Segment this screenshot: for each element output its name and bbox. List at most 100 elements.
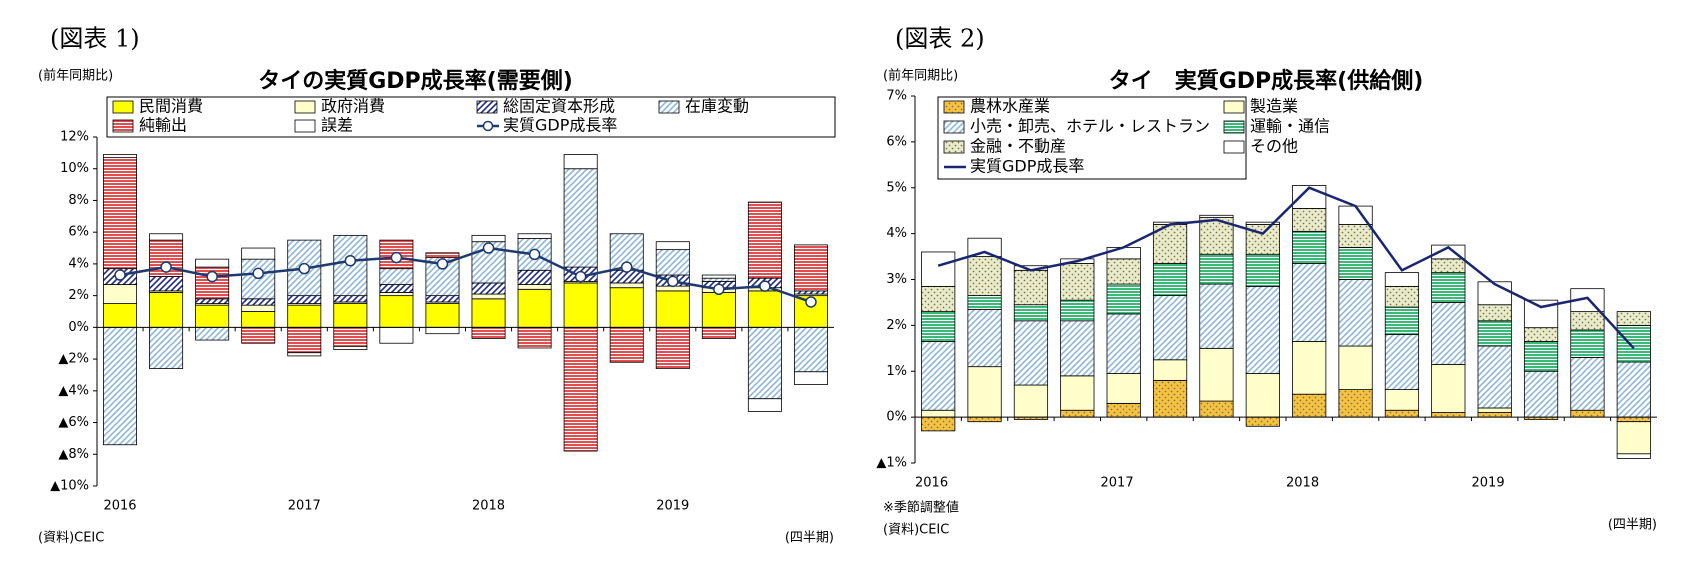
legend-label: 実質GDP成長率 — [970, 157, 1084, 176]
bar-segment — [1477, 412, 1512, 418]
bar-segment — [149, 276, 184, 292]
bar-segment — [333, 326, 368, 347]
source: (資料)CEIC — [883, 523, 949, 538]
bar-segment — [793, 244, 828, 292]
bar-segment — [967, 308, 1002, 368]
bar-segment — [195, 298, 230, 304]
legend-swatch — [943, 140, 965, 154]
bar-segment — [701, 274, 736, 279]
y-tick-label: 5% — [886, 180, 907, 195]
legend-swatch — [476, 100, 498, 114]
bar-segment — [1431, 412, 1466, 418]
bar-segment — [1616, 453, 1651, 459]
bar-segment — [1245, 253, 1280, 287]
legend-swatch — [294, 100, 316, 114]
bar-segment — [1013, 269, 1049, 306]
line — [119, 246, 812, 304]
bar-segment — [517, 284, 552, 290]
legend-swatch — [1223, 100, 1245, 114]
line-marker — [206, 270, 218, 283]
source: (資料)CEIC — [38, 531, 104, 546]
bar-segment — [1616, 324, 1651, 363]
bar-segment — [747, 201, 782, 279]
bar-segment — [333, 295, 368, 303]
bar-segment — [563, 326, 598, 452]
y-tick-label: 2% — [886, 318, 907, 333]
line-marker — [667, 275, 679, 288]
bar-segment — [241, 247, 276, 260]
bar-segment — [1616, 421, 1651, 455]
bar-segment — [1616, 416, 1651, 423]
legend-label: 実質GDP成長率 — [503, 116, 617, 135]
bar-segment — [517, 326, 552, 349]
bar-segment — [1477, 320, 1512, 347]
y-tick-label: ▲6% — [58, 415, 89, 430]
bar-segment — [1013, 320, 1049, 386]
bar-segment — [967, 366, 1002, 418]
legend-swatch — [1223, 120, 1245, 134]
y-tick-label: 1% — [886, 364, 907, 379]
bar-segment — [103, 303, 138, 328]
bar-segment — [241, 326, 276, 344]
bar-segment — [1292, 341, 1327, 395]
bar-segment — [1292, 263, 1327, 342]
y-tick-label: ▲1% — [876, 456, 907, 471]
bar-segment — [195, 304, 230, 328]
legend-label: 誤差 — [321, 116, 353, 135]
bar-segment — [1616, 361, 1651, 418]
bar-segment — [1199, 214, 1234, 218]
bar-segment — [195, 326, 230, 341]
bar-segment — [921, 311, 956, 342]
line-marker — [713, 283, 725, 296]
line-marker — [160, 261, 172, 273]
x-unit: (四半期) — [785, 531, 834, 546]
bar-segment — [747, 290, 782, 328]
line-marker — [436, 258, 449, 270]
legend-label: 総固定資本形成 — [503, 97, 615, 116]
bar-segment — [471, 234, 506, 243]
bar-segment — [379, 284, 414, 293]
bar-segment — [921, 251, 956, 287]
bar-segment — [1292, 230, 1327, 264]
bar-segment — [1106, 373, 1141, 404]
bar-segment — [655, 326, 690, 370]
bar-segment — [1570, 329, 1605, 358]
bar-segment — [379, 326, 414, 344]
line-marker — [252, 267, 264, 280]
bar-segment — [333, 303, 368, 328]
bar-segment — [1292, 207, 1327, 232]
bar-segment — [103, 154, 138, 159]
bar-segment — [425, 252, 460, 258]
bar-segment — [1616, 311, 1651, 326]
y-tick-label: ▲2% — [58, 352, 89, 367]
y-tick-label: 8% — [68, 193, 89, 208]
bar-segment — [563, 154, 598, 170]
note: ※季節調整値 — [883, 500, 959, 516]
bar-segment — [967, 416, 1002, 423]
bar-segment — [333, 345, 368, 350]
bar-segment — [1245, 285, 1280, 374]
legend-label: その他 — [1250, 137, 1298, 156]
x-tick-label: 2018 — [472, 499, 505, 514]
bar-segment — [195, 258, 230, 268]
bar-segment — [747, 326, 782, 400]
bar-segment — [287, 304, 322, 328]
line — [937, 186, 1635, 350]
bar-segment — [103, 326, 138, 446]
bar-segment — [1292, 393, 1327, 418]
legend-label: 小売・卸売、ホテル・レストラン — [970, 117, 1210, 136]
bar-segment — [1199, 283, 1234, 349]
line-marker — [759, 280, 771, 292]
line-marker — [574, 270, 587, 283]
line-marker — [344, 254, 357, 267]
bar-segment — [1106, 258, 1141, 285]
bar-segment — [1060, 299, 1095, 322]
line-marker — [390, 251, 403, 264]
legend-swatch — [294, 119, 316, 133]
figure-label: (図表 1) — [50, 25, 140, 53]
bar-segment — [425, 326, 460, 335]
bar-segment — [1060, 409, 1095, 418]
bar-segment — [287, 326, 322, 354]
bar-segment — [921, 409, 956, 418]
bar-segment — [609, 282, 644, 289]
